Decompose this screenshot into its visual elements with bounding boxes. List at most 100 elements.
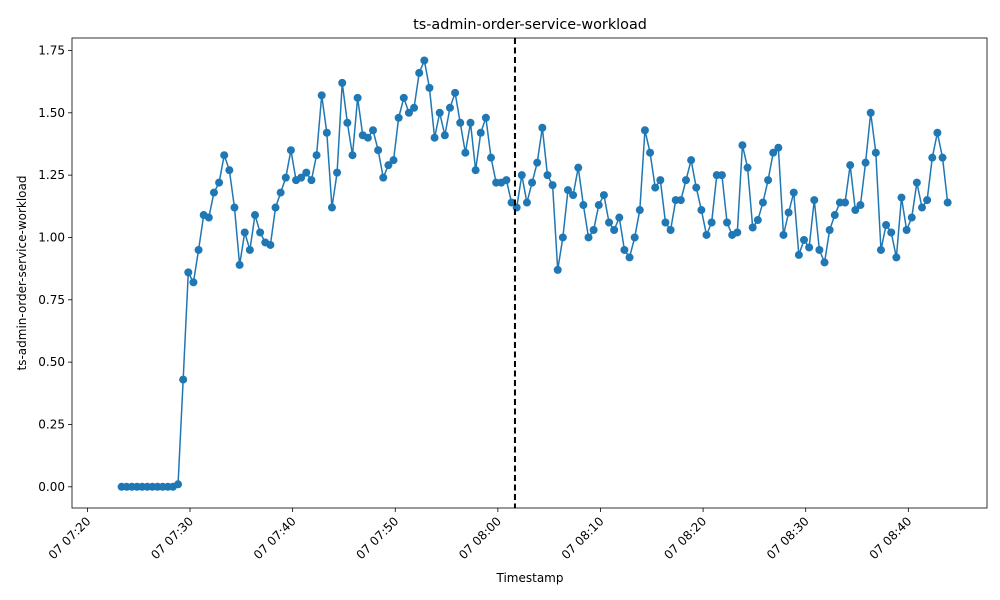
data-point <box>692 183 701 192</box>
y-tick-label: 1.00 <box>38 230 65 244</box>
data-point <box>209 188 218 197</box>
data-point <box>697 206 706 215</box>
data-point <box>723 218 732 227</box>
data-point <box>338 78 347 87</box>
data-point <box>666 225 675 234</box>
data-point <box>897 193 906 202</box>
data-point <box>856 201 865 210</box>
series-line <box>121 57 949 488</box>
data-point <box>912 178 921 187</box>
data-point <box>769 148 778 157</box>
data-point <box>430 133 439 142</box>
y-tick-label: 1.25 <box>38 168 65 182</box>
data-point <box>251 211 259 220</box>
data-point <box>543 171 552 180</box>
data-point <box>579 201 588 210</box>
data-point <box>882 221 891 229</box>
x-tick-label: 07 07:30 <box>148 514 196 562</box>
data-point <box>348 151 357 160</box>
x-tick-label: 07 07:50 <box>354 514 402 562</box>
data-point <box>707 218 716 227</box>
data-point <box>558 233 567 242</box>
data-point <box>871 148 880 157</box>
data-point <box>445 103 454 112</box>
data-point <box>861 158 870 167</box>
data-point <box>333 168 342 177</box>
y-tick-label: 0.00 <box>38 480 65 494</box>
data-point <box>404 108 413 117</box>
data-point <box>245 245 254 254</box>
data-point <box>189 278 198 287</box>
data-point <box>230 203 239 212</box>
data-point <box>805 243 814 252</box>
data-point <box>343 118 352 127</box>
data-point <box>276 188 285 197</box>
data-point <box>774 143 783 152</box>
data-point <box>599 191 608 200</box>
data-point <box>887 228 896 237</box>
plot-frame <box>71 37 988 509</box>
data-point <box>487 153 496 162</box>
data-point <box>297 173 306 182</box>
chart-title: ts-admin-order-service-workload <box>413 17 647 33</box>
data-point <box>327 203 336 212</box>
data-point <box>846 161 855 170</box>
data-point <box>194 245 203 254</box>
data-point <box>256 228 265 237</box>
x-axis-label: Timestamp <box>496 571 564 585</box>
data-point <box>456 118 465 127</box>
data-point <box>225 166 234 175</box>
data-point <box>415 68 424 77</box>
data-point <box>681 176 690 185</box>
data-point <box>317 91 326 100</box>
data-point <box>507 198 516 207</box>
data-point <box>394 113 403 122</box>
data-point <box>933 128 942 137</box>
data-point <box>528 178 537 187</box>
data-point <box>271 203 280 212</box>
data-point <box>425 83 434 92</box>
data-point <box>594 201 603 210</box>
x-tick-label: 07 08:10 <box>559 514 607 562</box>
x-tick-label: 07 08:40 <box>867 514 915 562</box>
data-point <box>281 173 290 182</box>
data-point <box>440 131 449 140</box>
data-point <box>733 228 742 237</box>
data-point <box>779 230 788 239</box>
data-point <box>605 218 614 227</box>
plot-area <box>71 37 988 509</box>
data-point <box>266 240 275 249</box>
data-point <box>825 225 834 234</box>
y-axis: 0.00 0.25 0.50 0.75 1.00 1.25 1.50 1.75 <box>38 43 72 494</box>
data-point <box>907 213 916 222</box>
data-point <box>923 196 932 205</box>
data-point <box>307 176 316 185</box>
data-point <box>435 108 444 117</box>
data-point <box>574 163 583 172</box>
data-point <box>379 173 388 182</box>
data-point <box>687 156 696 165</box>
data-point <box>204 213 213 222</box>
data-point <box>389 156 398 165</box>
data-point <box>584 233 593 242</box>
x-tick-label: 07 07:40 <box>251 514 299 562</box>
data-point <box>630 233 639 242</box>
data-point <box>322 128 331 137</box>
data-point <box>184 268 193 277</box>
data-point <box>702 230 711 239</box>
data-point <box>481 113 490 122</box>
data-point <box>651 183 660 192</box>
data-point <box>789 188 798 197</box>
data-point <box>620 245 629 254</box>
data-point <box>656 176 665 185</box>
x-tick-label: 07 08:20 <box>661 514 709 562</box>
data-point <box>533 158 542 167</box>
data-point <box>938 153 947 162</box>
data-point <box>635 206 644 215</box>
data-point <box>753 216 762 225</box>
data-point <box>717 171 726 180</box>
data-point <box>830 211 839 220</box>
y-axis-label: ts-admin-order-service-workload <box>15 176 29 371</box>
data-point <box>820 258 829 267</box>
